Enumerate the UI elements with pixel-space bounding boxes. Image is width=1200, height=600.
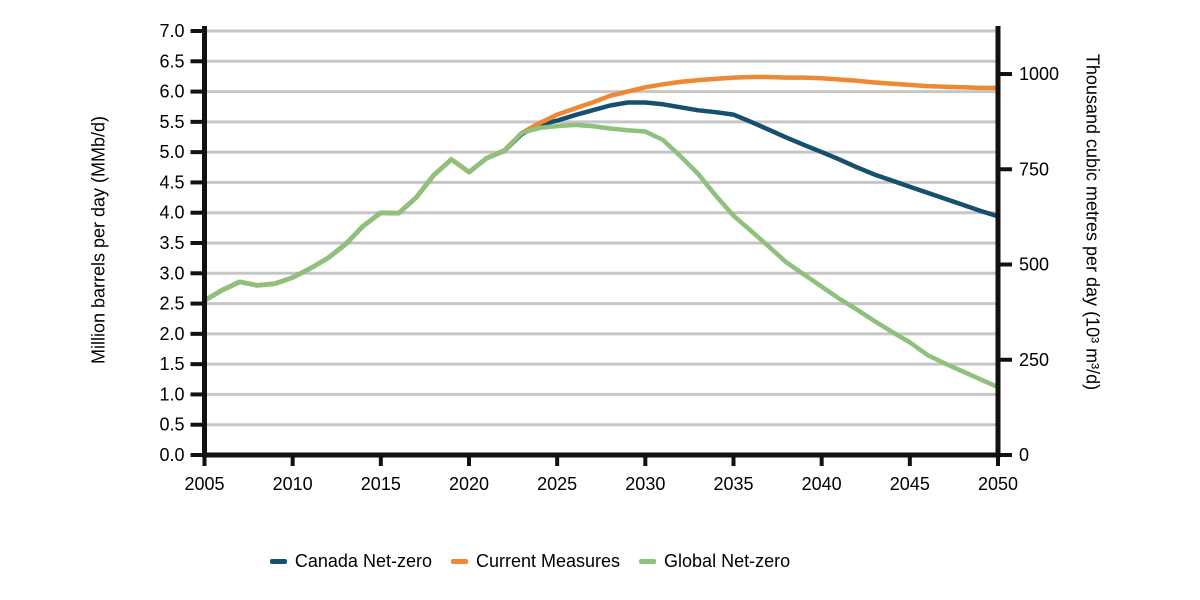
x-tick-label: 2025 <box>537 474 577 494</box>
legend-item-current-measures: Current Measures <box>450 550 621 572</box>
series-line-1 <box>202 74 1001 303</box>
x-tick-label: 2030 <box>625 474 665 494</box>
y2-tick-label: 750 <box>1019 159 1049 179</box>
y2-tick-label: 250 <box>1019 350 1049 370</box>
y-tick-label: 2.0 <box>159 324 184 344</box>
y-tick-label: 1.0 <box>159 384 184 404</box>
legend-item-canada-net-zero: Canada Net-zero <box>269 550 432 572</box>
y-tick-label: 5.5 <box>159 112 184 132</box>
y-tick-label: 6.0 <box>159 82 184 102</box>
y-tick-label: 4.5 <box>159 172 184 192</box>
x-tick-label: 2010 <box>273 474 313 494</box>
legend-swatch-canada-net-zero <box>269 558 287 564</box>
y2-tick-label: 500 <box>1019 255 1049 275</box>
y-tick-label: 1.5 <box>159 354 184 374</box>
series-line-0 <box>202 100 1001 303</box>
legend-label-canada-net-zero: Canada Net-zero <box>294 550 432 571</box>
y-tick-label: 7.0 <box>159 21 184 41</box>
y-tick-label: 0.5 <box>159 415 184 435</box>
x-tick-label: 2005 <box>184 474 224 494</box>
y-tick-label: 6.5 <box>159 51 184 71</box>
x-tick-label: 2040 <box>802 474 842 494</box>
y2-tick-label: 1000 <box>1019 64 1059 84</box>
y2-tick-label: 0 <box>1019 445 1029 465</box>
legend-swatch-global-net-zero <box>639 558 657 564</box>
legend-swatch-current-measures <box>450 558 468 564</box>
x-tick-label: 2045 <box>890 474 930 494</box>
left-axis-title: Million barrels per day (MMb/d) <box>88 115 109 365</box>
x-tick-label: 2050 <box>978 474 1018 494</box>
series-line-2 <box>202 122 1001 390</box>
legend-item-global-net-zero: Global Net-zero <box>639 551 790 572</box>
y-tick-label: 2.5 <box>159 294 184 314</box>
legend: Canada Net-zero Current Measures Global … <box>0 546 1060 576</box>
y-tick-label: 5.0 <box>159 142 184 162</box>
y-tick-label: 4.0 <box>159 203 184 223</box>
y-tick-label: 3.0 <box>159 263 184 283</box>
x-tick-label: 2020 <box>449 474 489 494</box>
x-tick-label: 2015 <box>361 474 401 494</box>
y-tick-label: 0.0 <box>159 445 184 465</box>
chart-plot: 0.0 0.5 1.0 1.5 2.0 2.5 3.0 3.5 4.0 4.5 5.0 5.5 6.0 6… <box>159 21 1059 494</box>
legend-label-current-measures: Current Measures <box>475 550 621 571</box>
y-tick-label: 3.5 <box>159 233 184 253</box>
right-axis-title: Thousand cubic metres per day (10³ m³/d) <box>1082 53 1103 391</box>
legend-label-global-net-zero: Global Net-zero <box>664 550 791 571</box>
x-tick-label: 2035 <box>713 474 753 494</box>
